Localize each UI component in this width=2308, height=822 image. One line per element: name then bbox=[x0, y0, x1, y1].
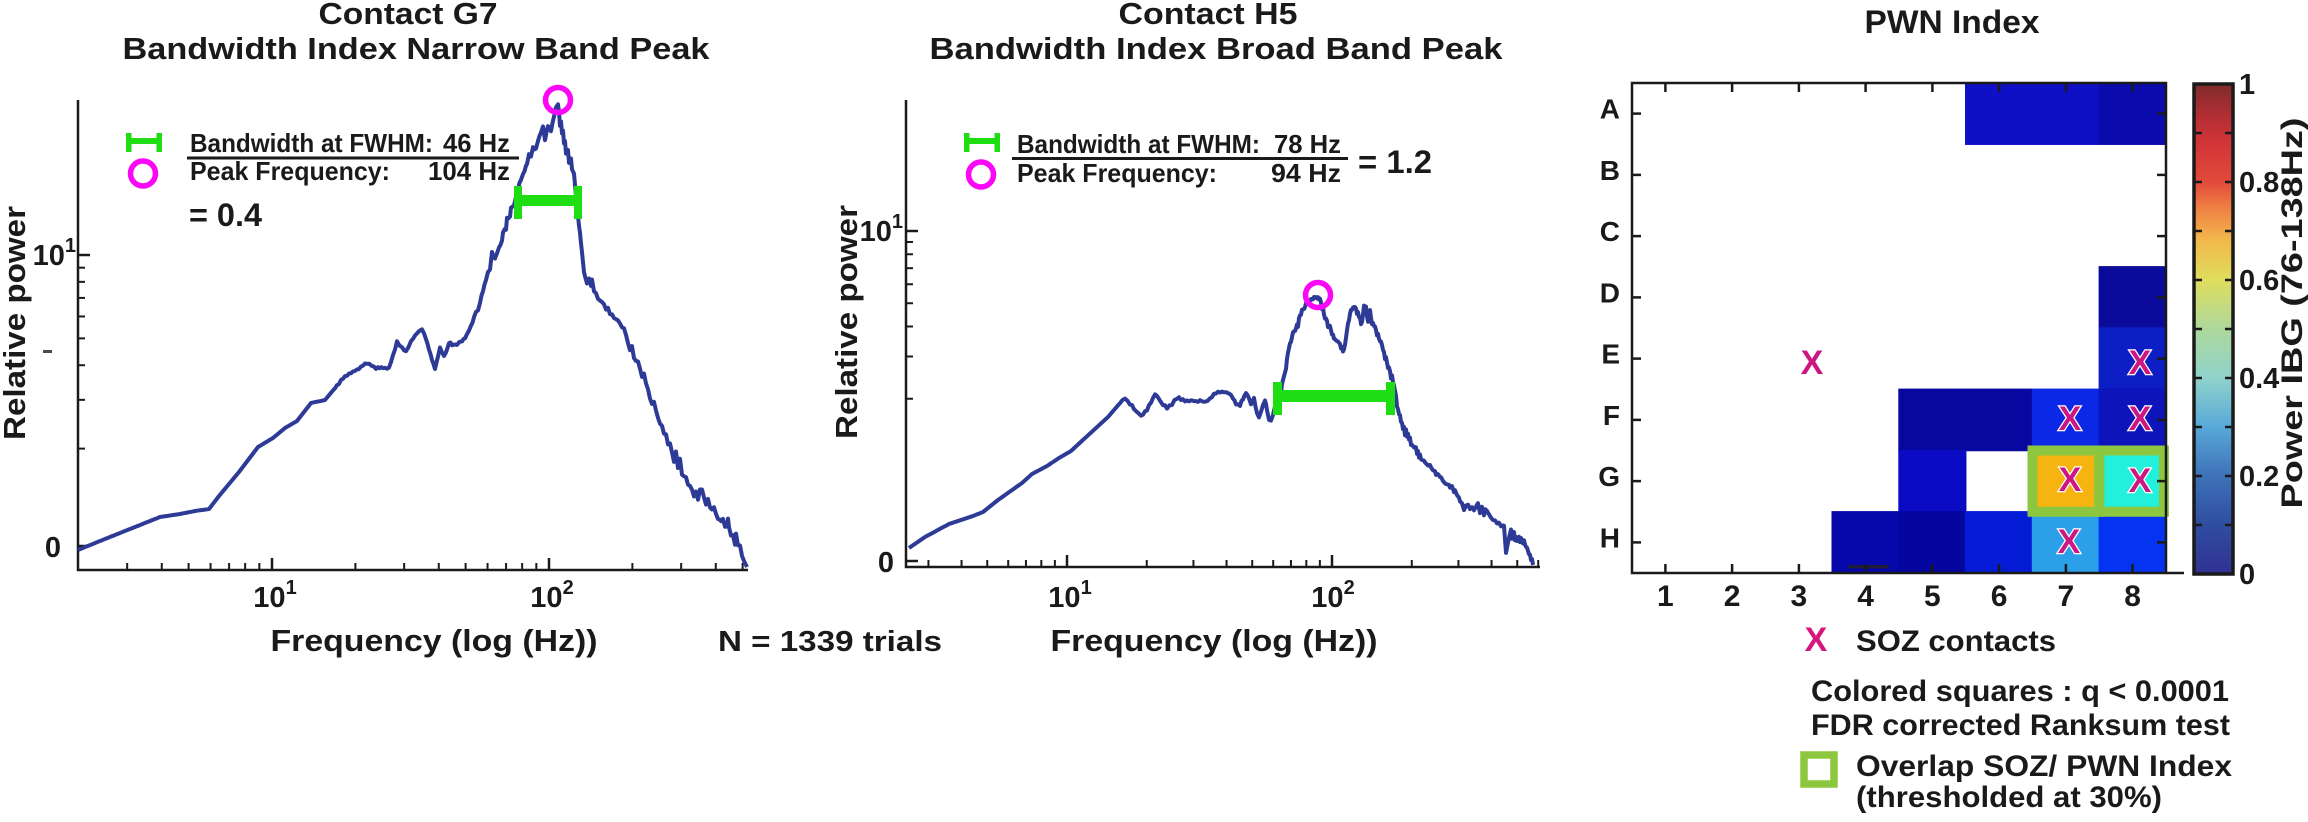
svg-text:X: X bbox=[1801, 344, 1824, 382]
svg-text:Relative power: Relative power bbox=[829, 205, 864, 439]
svg-text:Peak Frequency:: Peak Frequency: bbox=[190, 156, 390, 186]
svg-text:= 0.4: = 0.4 bbox=[189, 197, 262, 233]
svg-text:Bandwidth at FWHM:: Bandwidth at FWHM: bbox=[1017, 129, 1260, 159]
svg-text:X: X bbox=[2059, 400, 2082, 438]
svg-text:(thresholded at 30%): (thresholded at 30%) bbox=[1856, 781, 2162, 814]
svg-text:X: X bbox=[2129, 400, 2152, 438]
svg-text:Frequency (log (Hz)): Frequency (log (Hz)) bbox=[1051, 623, 1378, 658]
svg-text:4: 4 bbox=[1857, 580, 1874, 613]
svg-text:104 Hz: 104 Hz bbox=[428, 156, 510, 186]
svg-text:Power IBG (76-138Hz): Power IBG (76-138Hz) bbox=[2276, 118, 2308, 509]
svg-text:0.8: 0.8 bbox=[2239, 167, 2279, 199]
svg-text:1: 1 bbox=[1657, 580, 1674, 613]
svg-text:X: X bbox=[2058, 523, 2081, 561]
svg-text:B: B bbox=[1600, 155, 1620, 186]
svg-text:2: 2 bbox=[1724, 580, 1741, 613]
svg-text:D: D bbox=[1600, 277, 1620, 308]
svg-text:5: 5 bbox=[1924, 580, 1941, 613]
svg-text:3: 3 bbox=[1791, 580, 1808, 613]
svg-text:0: 0 bbox=[878, 547, 894, 579]
svg-text:0: 0 bbox=[2239, 559, 2255, 591]
svg-text:A: A bbox=[1600, 94, 1620, 125]
svg-text:Peak Frequency:: Peak Frequency: bbox=[1017, 158, 1217, 188]
svg-text:Colored squares : q < 0.0001: Colored squares : q < 0.0001 bbox=[1811, 675, 2229, 708]
svg-text:1: 1 bbox=[2239, 69, 2255, 101]
svg-text:0.2: 0.2 bbox=[2239, 461, 2279, 493]
svg-text:SOZ contacts: SOZ contacts bbox=[1856, 625, 2056, 658]
svg-text:FDR corrected Ranksum test: FDR corrected Ranksum test bbox=[1811, 709, 2230, 742]
svg-text:0: 0 bbox=[45, 532, 61, 564]
svg-text:Contact H5: Contact H5 bbox=[1119, 0, 1298, 31]
svg-text:PWN Index: PWN Index bbox=[1865, 4, 2040, 40]
svg-text:X: X bbox=[2059, 461, 2082, 499]
svg-text:X: X bbox=[1805, 621, 1828, 659]
svg-text:= 1.2: = 1.2 bbox=[1358, 144, 1432, 180]
svg-text:H: H bbox=[1600, 522, 1620, 553]
svg-text:Frequency (log (Hz)): Frequency (log (Hz)) bbox=[271, 623, 598, 658]
svg-text:Relative power: Relative power bbox=[0, 206, 32, 440]
svg-text:46 Hz: 46 Hz bbox=[443, 128, 510, 158]
svg-text:X: X bbox=[2129, 462, 2152, 500]
svg-text:78 Hz: 78 Hz bbox=[1274, 129, 1341, 159]
svg-text:Bandwidth at FWHM:: Bandwidth at FWHM: bbox=[190, 128, 433, 158]
svg-text:8: 8 bbox=[2124, 580, 2141, 613]
svg-text:Overlap SOZ/ PWN Index: Overlap SOZ/ PWN Index bbox=[1856, 750, 2232, 783]
svg-text:E: E bbox=[1601, 339, 1620, 370]
svg-text:Bandwidth Index Narrow Band Pe: Bandwidth Index Narrow Band Peak bbox=[123, 31, 711, 66]
svg-text:C: C bbox=[1600, 216, 1620, 247]
svg-text:F: F bbox=[1603, 400, 1620, 431]
svg-text:Bandwidth Index Broad Band Pea: Bandwidth Index Broad Band Peak bbox=[930, 31, 1504, 66]
svg-text:N = 1339 trials: N = 1339 trials bbox=[718, 626, 942, 658]
svg-text:7: 7 bbox=[2058, 580, 2075, 613]
svg-text:6: 6 bbox=[1991, 580, 2008, 613]
svg-text:G: G bbox=[1598, 461, 1620, 492]
svg-text:94 Hz: 94 Hz bbox=[1271, 158, 1341, 188]
svg-text:0.6: 0.6 bbox=[2239, 265, 2279, 297]
svg-text:0.4: 0.4 bbox=[2239, 363, 2279, 395]
svg-text:X: X bbox=[2129, 344, 2152, 382]
svg-text:Contact G7: Contact G7 bbox=[319, 0, 498, 31]
